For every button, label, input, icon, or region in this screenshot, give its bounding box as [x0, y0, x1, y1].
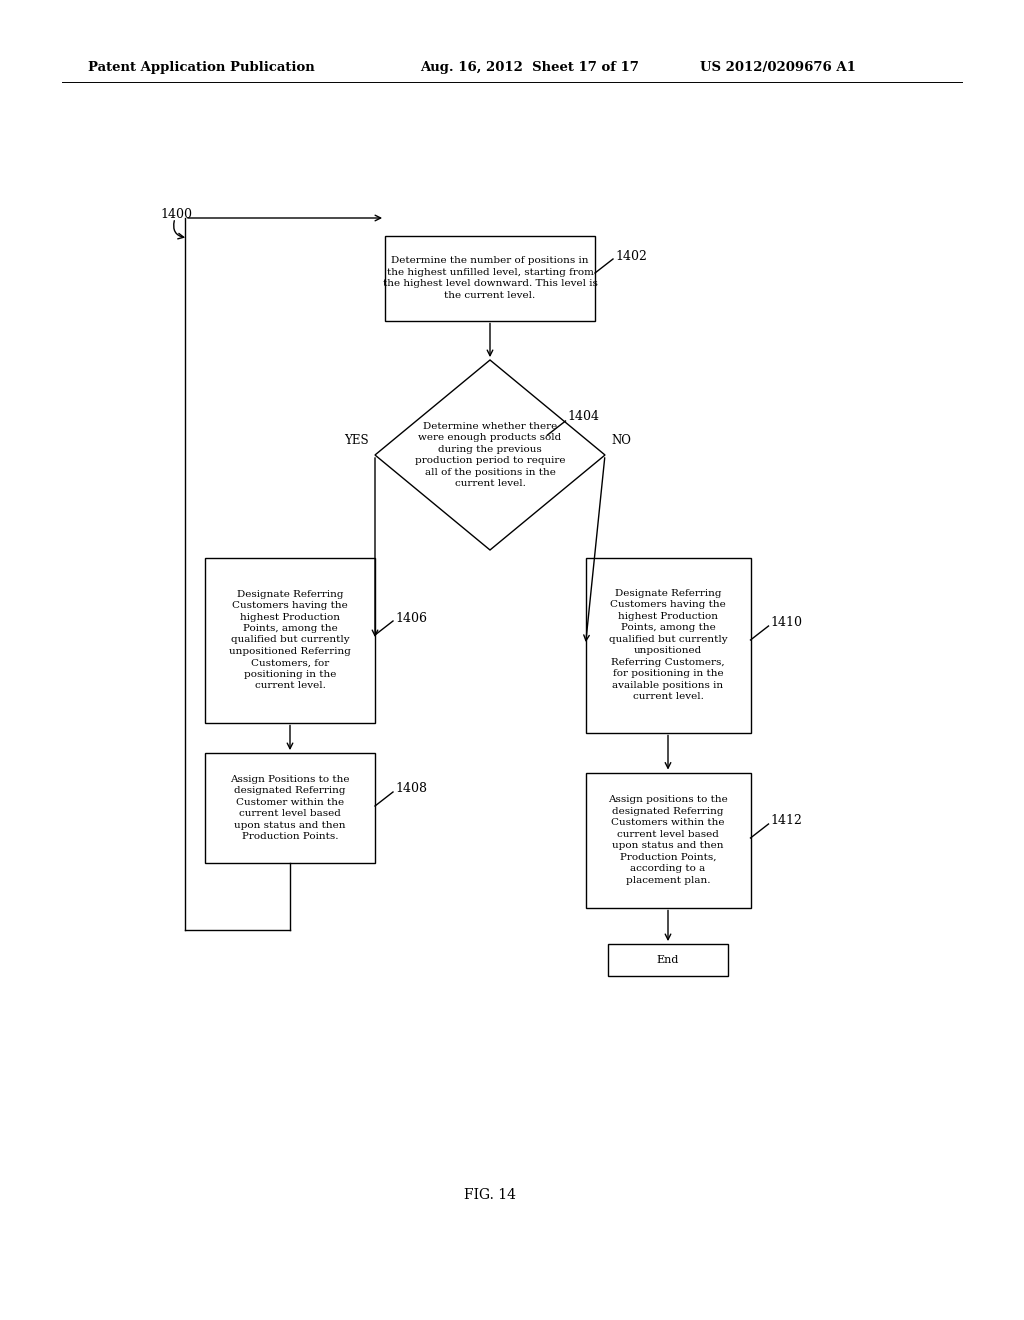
Text: 1412: 1412	[770, 814, 803, 828]
Bar	[205, 557, 375, 722]
Text: Determine the number of positions in
the highest unfilled level, starting from
t: Determine the number of positions in the…	[383, 256, 597, 300]
Bar	[586, 772, 751, 908]
Bar	[385, 235, 595, 321]
Text: 1402: 1402	[615, 249, 647, 263]
Text: Aug. 16, 2012  Sheet 17 of 17: Aug. 16, 2012 Sheet 17 of 17	[420, 62, 639, 74]
Text: 1400: 1400	[160, 209, 193, 222]
Text: NO: NO	[611, 433, 631, 446]
Bar	[586, 557, 751, 733]
Text: 1404: 1404	[567, 411, 599, 424]
Text: FIG. 14: FIG. 14	[464, 1188, 516, 1203]
Text: End: End	[656, 954, 679, 965]
Polygon shape	[375, 360, 605, 550]
Text: Assign Positions to the
designated Referring
Customer within the
current level b: Assign Positions to the designated Refer…	[230, 775, 350, 841]
Bar	[608, 944, 728, 975]
Text: 1408: 1408	[395, 783, 427, 796]
Text: Patent Application Publication: Patent Application Publication	[88, 62, 314, 74]
Text: Designate Referring
Customers having the
highest Production
Points, among the
qu: Designate Referring Customers having the…	[608, 589, 727, 701]
Bar	[205, 752, 375, 863]
Text: YES: YES	[344, 433, 369, 446]
Text: Designate Referring
Customers having the
highest Production
Points, among the
qu: Designate Referring Customers having the…	[229, 590, 351, 690]
Text: Assign positions to the
designated Referring
Customers within the
current level : Assign positions to the designated Refer…	[608, 796, 728, 884]
Text: 1406: 1406	[395, 611, 427, 624]
Text: Determine whether there
were enough products sold
during the previous
production: Determine whether there were enough prod…	[415, 422, 565, 488]
Text: US 2012/0209676 A1: US 2012/0209676 A1	[700, 62, 856, 74]
Text: 1410: 1410	[770, 616, 803, 630]
